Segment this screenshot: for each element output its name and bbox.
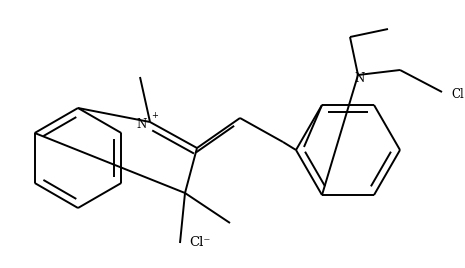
Text: +: + xyxy=(152,110,159,120)
Text: N: N xyxy=(355,72,365,84)
Text: Cl⁻: Cl⁻ xyxy=(189,236,211,248)
Text: Cl: Cl xyxy=(452,88,465,102)
Text: N: N xyxy=(137,117,147,131)
